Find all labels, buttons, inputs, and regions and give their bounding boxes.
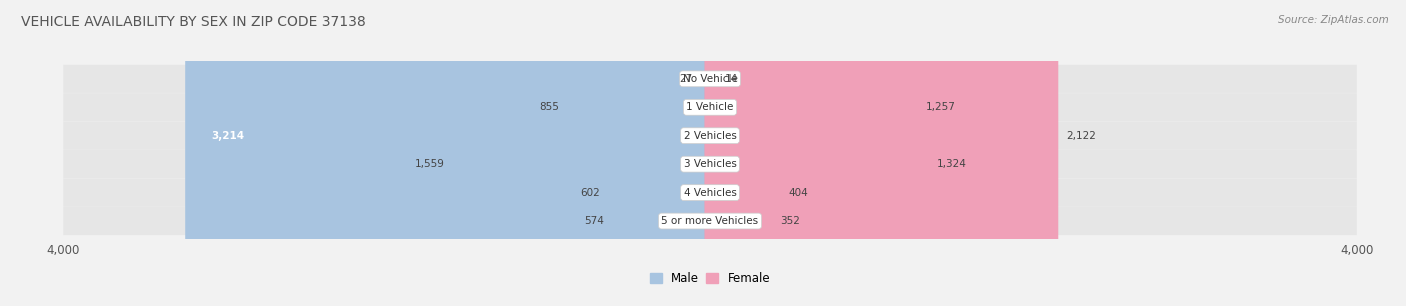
FancyBboxPatch shape [700,0,716,306]
Text: Source: ZipAtlas.com: Source: ZipAtlas.com [1278,15,1389,25]
FancyBboxPatch shape [63,150,1357,178]
Text: 855: 855 [538,102,558,112]
Text: 1 Vehicle: 1 Vehicle [686,102,734,112]
Text: 574: 574 [585,216,605,226]
FancyBboxPatch shape [63,93,1357,121]
Text: 1,559: 1,559 [415,159,446,169]
FancyBboxPatch shape [704,0,1059,306]
FancyBboxPatch shape [186,0,716,306]
FancyBboxPatch shape [704,0,929,306]
FancyBboxPatch shape [612,0,716,306]
Text: 1,324: 1,324 [936,159,967,169]
FancyBboxPatch shape [63,207,1357,235]
Text: 2 Vehicles: 2 Vehicles [683,131,737,141]
FancyBboxPatch shape [704,0,717,306]
FancyBboxPatch shape [704,0,780,306]
Text: 1,257: 1,257 [927,102,956,112]
Legend: Male, Female: Male, Female [645,267,775,289]
Text: VEHICLE AVAILABILITY BY SEX IN ZIP CODE 37138: VEHICLE AVAILABILITY BY SEX IN ZIP CODE … [21,15,366,29]
Text: 404: 404 [789,188,808,198]
Text: 14: 14 [725,74,738,84]
FancyBboxPatch shape [63,178,1357,207]
FancyBboxPatch shape [567,0,716,306]
FancyBboxPatch shape [63,122,1357,150]
Text: 3 Vehicles: 3 Vehicles [683,159,737,169]
FancyBboxPatch shape [453,0,716,306]
Text: No Vehicle: No Vehicle [682,74,738,84]
Text: 352: 352 [780,216,800,226]
Text: 5 or more Vehicles: 5 or more Vehicles [661,216,759,226]
FancyBboxPatch shape [704,0,918,306]
Text: 4 Vehicles: 4 Vehicles [683,188,737,198]
Text: 27: 27 [679,74,693,84]
Text: 602: 602 [581,188,600,198]
FancyBboxPatch shape [704,0,772,306]
Text: 3,214: 3,214 [211,131,245,141]
FancyBboxPatch shape [607,0,716,306]
Text: 2,122: 2,122 [1066,131,1095,141]
FancyBboxPatch shape [63,65,1357,93]
